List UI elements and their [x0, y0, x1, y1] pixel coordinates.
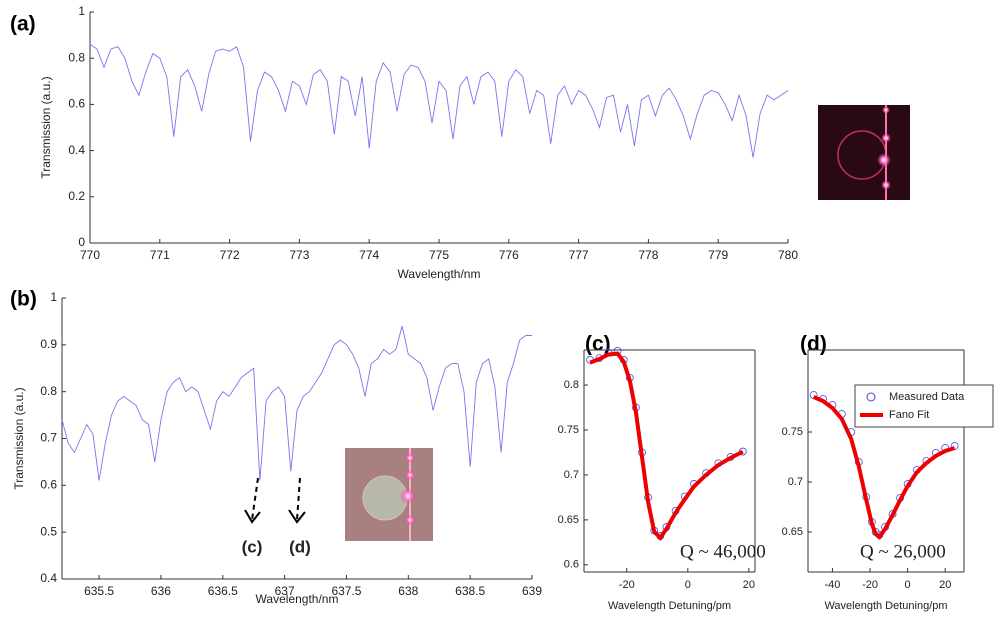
x-tick-label: -20: [619, 579, 635, 591]
x-tick-label: 0: [905, 579, 911, 591]
x-tick-label: 638: [398, 584, 418, 598]
panel-label: (d): [800, 333, 827, 356]
y-tick-label: 0.4: [40, 571, 57, 585]
y-tick-label: 0.2: [68, 189, 85, 203]
y-axis-label: Transmission (a.u.): [12, 387, 26, 489]
y-tick-label: 0.75: [782, 426, 803, 438]
x-tick-label: 772: [220, 248, 240, 262]
x-tick-label: 776: [499, 248, 519, 262]
q-annotation: Q ~ 26,000: [860, 541, 946, 562]
y-tick-label: 0.6: [40, 478, 57, 492]
x-tick-label: 0: [685, 579, 691, 591]
x-tick-label: 637.5: [331, 584, 361, 598]
x-tick-label: -40: [824, 579, 840, 591]
data-line: [61, 325, 532, 481]
annotation: (d): [289, 537, 311, 556]
y-tick-label: 0.75: [558, 424, 579, 436]
q-annotation: Q ~ 46,000: [680, 541, 766, 562]
y-tick-label: 0.8: [564, 379, 579, 391]
x-tick-label: 778: [638, 248, 658, 262]
x-tick-label: 779: [708, 248, 728, 262]
x-tick-label: 635.5: [84, 584, 114, 598]
x-tick-label: 638.5: [455, 584, 485, 598]
annotation: (c): [242, 537, 263, 556]
x-tick-label: 636.5: [208, 584, 238, 598]
y-tick-label: 0.7: [564, 469, 579, 481]
x-tick-label: 780: [778, 248, 798, 262]
x-tick-label: 20: [743, 579, 755, 591]
y-tick-label: 0.4: [68, 143, 85, 157]
y-tick-label: 0.7: [40, 431, 57, 445]
x-tick-label: 770: [80, 248, 100, 262]
y-tick-label: 0.8: [68, 50, 85, 64]
y-tick-label: 0.6: [68, 97, 85, 111]
x-tick-label: -20: [862, 579, 878, 591]
y-tick-label: 0.5: [40, 524, 57, 538]
y-tick-label: 0: [78, 235, 85, 249]
x-axis-label: Wavelength Detuning/pm: [824, 600, 947, 612]
x-tick-label: 773: [289, 248, 309, 262]
y-tick-label: 0.65: [558, 514, 579, 526]
x-tick-label: 20: [939, 579, 951, 591]
legend-label: Measured Data: [889, 391, 965, 403]
legend-marker: [866, 392, 876, 402]
x-tick-label: 636: [151, 584, 171, 598]
panel-label: (a): [10, 13, 36, 36]
y-tick-label: 1: [50, 290, 57, 304]
data-line: [812, 395, 956, 540]
data-line: [589, 351, 744, 541]
arrows: [244, 477, 306, 524]
y-tick-label: 0.9: [40, 337, 57, 351]
y-tick-label: 0.6: [564, 559, 579, 571]
legend-box: [854, 384, 994, 428]
y-axis-label: Transmission (a.u.): [39, 76, 53, 178]
x-tick-label: 771: [150, 248, 170, 262]
x-axis-label: Wavelength/nm: [398, 267, 481, 281]
x-tick-label: 777: [569, 248, 589, 262]
data-line: [89, 43, 789, 158]
inset-b: [345, 448, 433, 541]
inset-a: [818, 105, 910, 200]
x-axis-label: Wavelength Detuning/pm: [608, 600, 731, 612]
y-tick-label: 0.8: [40, 384, 57, 398]
x-tick-label: 639: [522, 584, 542, 598]
y-tick-label: 0.7: [788, 476, 803, 488]
y-tick-label: 1: [78, 4, 85, 18]
x-tick-label: 775: [429, 248, 449, 262]
legend-label: Fano Fit: [889, 409, 929, 421]
x-axis-label: Wavelength/nm: [256, 592, 339, 606]
y-tick-label: 0.65: [782, 526, 803, 538]
x-tick-label: 774: [359, 248, 379, 262]
x-tick-label: 637: [275, 584, 295, 598]
panel-label: (b): [10, 288, 37, 311]
panel-label: (c): [585, 333, 611, 356]
